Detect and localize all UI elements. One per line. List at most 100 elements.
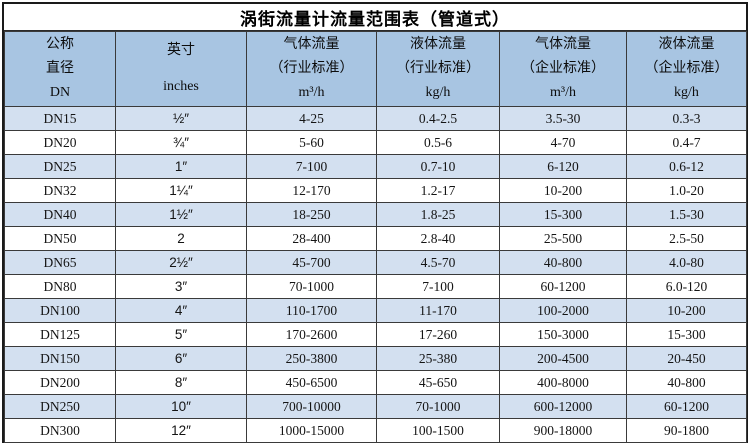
cell-dn: DN150 — [4, 346, 116, 371]
column-header-liquid-enterprise: 液体流量 （企业标准） kg/h — [626, 31, 747, 107]
table-row: DN32 1¼″ 12-170 1.2-17 10-200 1.0-20 — [4, 178, 747, 203]
cell-gas-industry: 1000-15000 — [246, 418, 377, 443]
table-row: DN250 10″ 700-10000 70-1000 600-12000 60… — [4, 394, 747, 419]
table-row: DN65 2½″ 45-700 4.5-70 40-800 4.0-80 — [4, 250, 747, 275]
cell-gas-enterprise: 15-300 — [499, 202, 627, 227]
cell-dn: DN15 — [4, 106, 116, 131]
table-row: DN25 1″ 7-100 0.7-10 6-120 0.6-12 — [4, 154, 747, 179]
cell-liquid-industry: 0.4-2.5 — [376, 106, 500, 131]
cell-dn: DN200 — [4, 370, 116, 395]
cell-dn: DN250 — [4, 394, 116, 419]
cell-inches: 5″ — [115, 322, 247, 347]
cell-liquid-industry: 11-170 — [376, 298, 500, 323]
cell-liquid-industry: 100-1500 — [376, 418, 500, 443]
cell-gas-industry: 28-400 — [246, 226, 377, 251]
cell-inches: 1″ — [115, 154, 247, 179]
cell-gas-industry: 4-25 — [246, 106, 377, 131]
cell-inches: 8″ — [115, 370, 247, 395]
cell-liquid-enterprise: 60-1200 — [626, 394, 747, 419]
cell-gas-enterprise: 600-12000 — [499, 394, 627, 419]
cell-liquid-enterprise: 40-800 — [626, 370, 747, 395]
cell-liquid-industry: 1.2-17 — [376, 178, 500, 203]
header-line: 液体流量 — [410, 37, 466, 52]
cell-liquid-industry: 25-380 — [376, 346, 500, 371]
header-line: 英寸 — [167, 43, 195, 58]
header-liquid-enterprise-lines: 液体流量 （企业标准） kg/h — [627, 33, 746, 105]
header-row: 公称 直径 DN 英寸 inches 气体流量 （行业标准） m³/h — [4, 31, 747, 107]
cell-gas-industry: 450-6500 — [246, 370, 377, 395]
cell-gas-enterprise: 40-800 — [499, 250, 627, 275]
cell-gas-enterprise: 400-8000 — [499, 370, 627, 395]
header-inches-lines: 英寸 inches — [116, 33, 246, 105]
cell-dn: DN125 — [4, 322, 116, 347]
cell-gas-industry: 110-1700 — [246, 298, 377, 323]
header-line: kg/h — [674, 85, 699, 100]
cell-gas-enterprise: 100-2000 — [499, 298, 627, 323]
column-header-inches: 英寸 inches — [115, 31, 247, 107]
column-header-dn: 公称 直径 DN — [4, 31, 116, 107]
cell-liquid-industry: 2.8-40 — [376, 226, 500, 251]
header-line: inches — [163, 79, 199, 94]
cell-gas-industry: 170-2600 — [246, 322, 377, 347]
cell-liquid-enterprise: 1.5-30 — [626, 202, 747, 227]
header-line: m³/h — [298, 85, 325, 100]
cell-gas-industry: 250-3800 — [246, 346, 377, 371]
header-line: DN — [49, 85, 71, 100]
cell-liquid-enterprise: 0.4-7 — [626, 130, 747, 155]
cell-inches: ½″ — [115, 106, 247, 131]
header-line: 液体流量 — [658, 37, 715, 52]
table-title: 涡街流量计流量范围表（管道式） — [4, 4, 746, 31]
cell-gas-industry: 12-170 — [246, 178, 377, 203]
header-gas-enterprise-lines: 气体流量 （企业标准） m³/h — [500, 33, 626, 105]
cell-dn: DN65 — [4, 250, 116, 275]
header-line: （企业标准） — [521, 61, 605, 76]
header-line: （企业标准） — [644, 61, 729, 76]
column-header-gas-enterprise: 气体流量 （企业标准） m³/h — [499, 31, 627, 107]
header-line: 气体流量 — [283, 37, 340, 52]
cell-gas-industry: 7-100 — [246, 154, 377, 179]
table-row: DN40 1½″ 18-250 1.8-25 15-300 1.5-30 — [4, 202, 747, 227]
cell-liquid-industry: 70-1000 — [376, 394, 500, 419]
cell-inches: 4″ — [115, 298, 247, 323]
cell-liquid-enterprise: 10-200 — [626, 298, 747, 323]
cell-liquid-enterprise: 0.3-3 — [626, 106, 747, 131]
table-row: DN15 ½″ 4-25 0.4-2.5 3.5-30 0.3-3 — [4, 106, 747, 131]
cell-dn: DN50 — [4, 226, 116, 251]
cell-gas-enterprise: 25-500 — [499, 226, 627, 251]
cell-liquid-industry: 45-650 — [376, 370, 500, 395]
header-dn-lines: 公称 直径 DN — [5, 33, 115, 105]
cell-gas-industry: 18-250 — [246, 202, 377, 227]
cell-gas-enterprise: 900-18000 — [499, 418, 627, 443]
header-gas-industry-lines: 气体流量 （行业标准） m³/h — [247, 33, 376, 105]
cell-liquid-industry: 1.8-25 — [376, 202, 500, 227]
cell-inches: 2½″ — [115, 250, 247, 275]
cell-inches: 12″ — [115, 418, 247, 443]
cell-liquid-enterprise: 4.0-80 — [626, 250, 747, 275]
cell-inches: 2 — [115, 226, 247, 251]
cell-liquid-industry: 7-100 — [376, 274, 500, 299]
cell-liquid-industry: 0.7-10 — [376, 154, 500, 179]
table-row: DN300 12″ 1000-15000 100-1500 900-18000 … — [4, 418, 747, 443]
header-line: 直径 — [46, 61, 74, 76]
cell-gas-enterprise: 150-3000 — [499, 322, 627, 347]
cell-dn: DN25 — [4, 154, 116, 179]
cell-inches: 1¼″ — [115, 178, 247, 203]
cell-inches: 10″ — [115, 394, 247, 419]
cell-liquid-enterprise: 90-1800 — [626, 418, 747, 443]
cell-gas-enterprise: 10-200 — [499, 178, 627, 203]
cell-dn: DN300 — [4, 418, 116, 443]
cell-dn: DN40 — [4, 202, 116, 227]
cell-inches: 3″ — [115, 274, 247, 299]
header-liquid-industry-lines: 液体流量 （行业标准） kg/h — [377, 33, 499, 105]
cell-gas-industry: 45-700 — [246, 250, 377, 275]
table-row: DN80 3″ 70-1000 7-100 60-1200 6.0-120 — [4, 274, 747, 299]
cell-dn: DN80 — [4, 274, 116, 299]
cell-liquid-industry: 0.5-6 — [376, 130, 500, 155]
cell-liquid-industry: 17-260 — [376, 322, 500, 347]
cell-gas-industry: 70-1000 — [246, 274, 377, 299]
cell-dn: DN20 — [4, 130, 116, 155]
cell-gas-enterprise: 3.5-30 — [499, 106, 627, 131]
cell-liquid-enterprise: 6.0-120 — [626, 274, 747, 299]
cell-gas-enterprise: 4-70 — [499, 130, 627, 155]
